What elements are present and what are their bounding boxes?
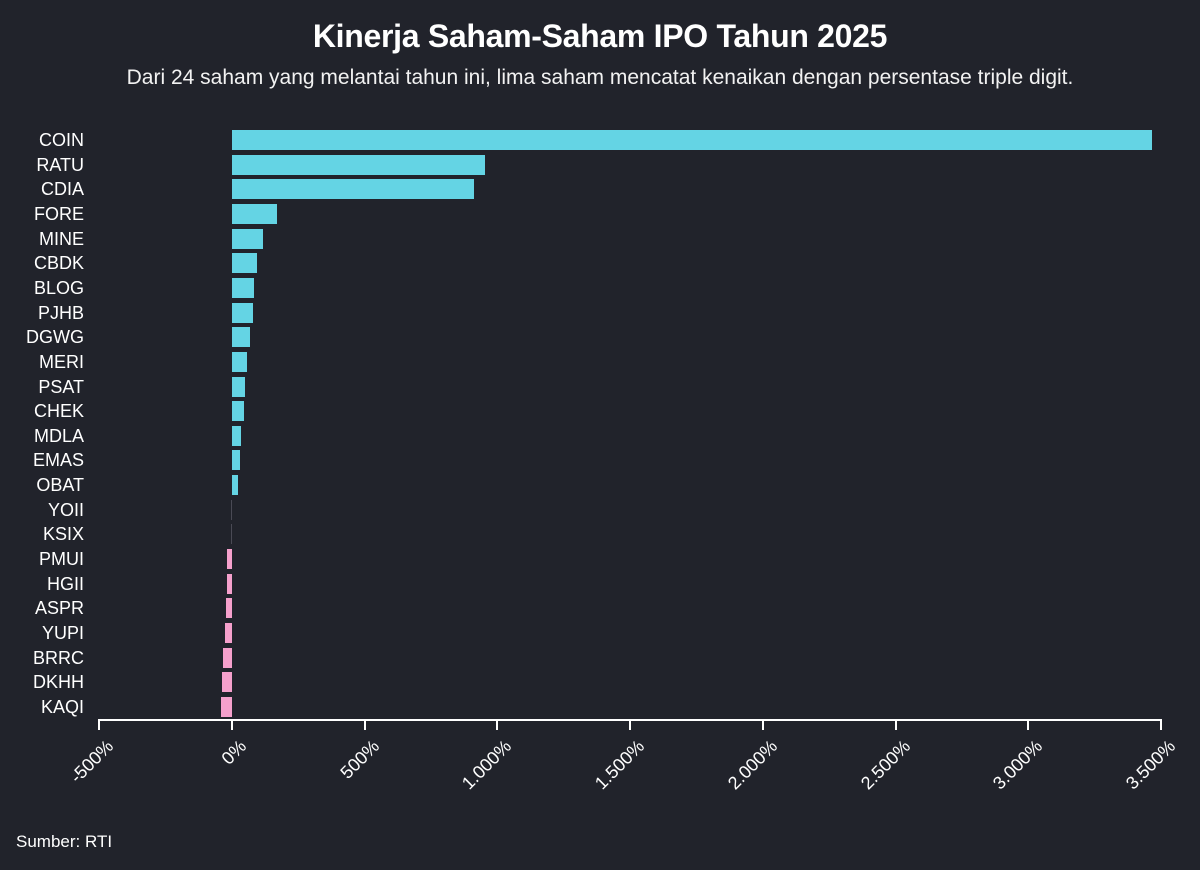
data-bar bbox=[232, 253, 257, 274]
x-axis-tick bbox=[231, 719, 233, 730]
x-axis-tick bbox=[1159, 719, 1162, 730]
data-bar bbox=[225, 598, 232, 619]
data-bar bbox=[232, 376, 245, 397]
category-label: CBDK bbox=[33, 253, 84, 274]
data-bar bbox=[226, 549, 232, 570]
x-axis-tick-label: 3.500% bbox=[1121, 736, 1180, 794]
x-axis-tick bbox=[98, 719, 101, 730]
chart-title: Kinerja Saham-Saham IPO Tahun 2025 bbox=[312, 18, 888, 54]
data-bar bbox=[232, 130, 1152, 150]
category-label: DGWG bbox=[26, 327, 84, 348]
category-label: YOII bbox=[47, 499, 84, 520]
category-label: OBAT bbox=[36, 475, 84, 496]
category-label: CHEK bbox=[33, 401, 84, 422]
category-label: BLOG bbox=[33, 277, 84, 298]
category-label: PJHB bbox=[37, 302, 84, 323]
data-bar bbox=[232, 228, 264, 249]
x-axis-tick bbox=[894, 719, 897, 730]
category-label: EMAS bbox=[32, 450, 84, 471]
category-label: CDIA bbox=[40, 179, 84, 200]
x-axis-tick-label: -500% bbox=[66, 736, 118, 787]
data-bar bbox=[222, 672, 232, 693]
category-label: BRRC bbox=[32, 647, 84, 668]
data-bar bbox=[232, 277, 255, 298]
data-bar bbox=[221, 696, 232, 717]
data-bar bbox=[232, 154, 485, 175]
category-label: COIN bbox=[39, 130, 84, 150]
data-bar bbox=[232, 327, 251, 348]
data-bar bbox=[224, 623, 232, 643]
x-axis-tick bbox=[1027, 719, 1030, 730]
category-label: MDLA bbox=[33, 425, 84, 446]
data-bar bbox=[232, 179, 475, 200]
category-label: HGII bbox=[46, 573, 84, 594]
data-bar bbox=[223, 647, 232, 668]
x-axis-tick bbox=[629, 719, 632, 730]
x-axis-tick bbox=[761, 719, 764, 730]
category-label: ASPR bbox=[34, 598, 84, 619]
data-bar bbox=[232, 475, 239, 496]
data-bar bbox=[232, 203, 278, 224]
x-axis-tick bbox=[363, 719, 366, 730]
data-bar bbox=[230, 499, 232, 520]
x-axis-tick-label: 500% bbox=[336, 736, 383, 783]
source-note: Sumber: RTI bbox=[16, 832, 113, 851]
category-label: PMUI bbox=[39, 549, 84, 570]
category-label: FORE bbox=[33, 203, 84, 224]
chart-subtitle: Dari 24 saham yang melantai tahun ini, l… bbox=[126, 66, 1074, 89]
category-label: KAQI bbox=[40, 696, 84, 717]
category-label: MINE bbox=[39, 228, 84, 249]
data-bar bbox=[230, 524, 232, 545]
data-bar bbox=[232, 450, 240, 471]
category-label: RATU bbox=[36, 154, 84, 175]
data-bar bbox=[232, 302, 253, 323]
data-bar bbox=[232, 351, 248, 372]
category-label: MERI bbox=[39, 351, 84, 372]
x-axis-tick bbox=[496, 719, 499, 730]
x-axis-tick-label: 0% bbox=[217, 736, 251, 769]
category-label: YUPI bbox=[41, 623, 84, 643]
data-bar bbox=[232, 401, 244, 422]
x-axis-tick-label: 2.500% bbox=[856, 736, 914, 794]
data-bar bbox=[232, 425, 242, 446]
category-label: DKHH bbox=[32, 672, 84, 693]
x-axis-tick-label: 1.000% bbox=[458, 736, 516, 794]
x-axis-tick-label: 1.500% bbox=[590, 736, 649, 794]
data-bar bbox=[226, 573, 232, 594]
x-axis-tick-label: 3.000% bbox=[989, 736, 1047, 794]
x-axis-tick-label: 2.000% bbox=[723, 736, 782, 794]
category-label: PSAT bbox=[38, 376, 84, 397]
category-label: KSIX bbox=[42, 524, 84, 545]
